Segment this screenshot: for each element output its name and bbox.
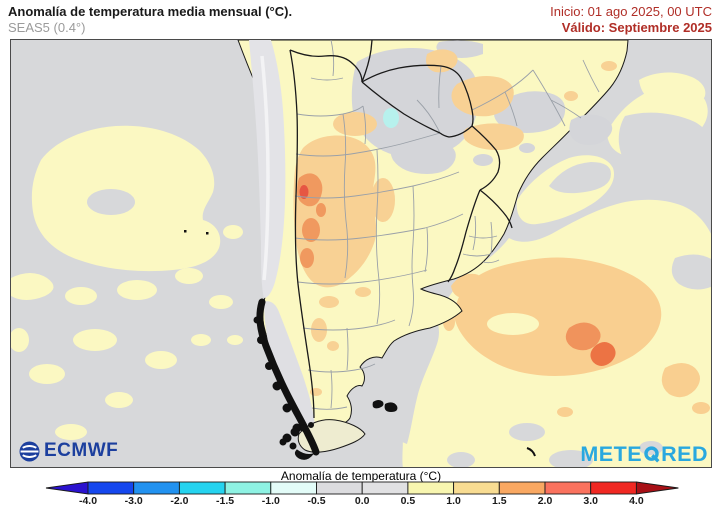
colorbar-tick: 1.5 <box>491 495 507 507</box>
ecmwf-logo: ECMWF <box>19 440 118 462</box>
andes-hot-spot-2 <box>302 218 320 242</box>
andes-hillshade <box>260 55 270 281</box>
ecmwf-logo-text: ECMWF <box>44 440 119 461</box>
meteored-text-suffix: RED <box>661 441 708 466</box>
colorbar-tick: 3.0 <box>583 495 598 507</box>
colorbar-title: Anomalía de temperatura (°C) <box>280 469 442 483</box>
colorbar-tick: -4.0 <box>78 495 98 507</box>
colorbar-tick: 1.0 <box>446 495 461 507</box>
meteored-o-icon <box>643 446 660 463</box>
meteored-logo: METE RED <box>580 441 708 466</box>
colorbar-tick: -3.0 <box>124 495 143 507</box>
ecmwf-icon <box>19 441 40 461</box>
colorbar <box>45 481 679 495</box>
atlantic-orange-hole <box>487 313 539 335</box>
atlantic-orange-anomaly <box>443 257 710 417</box>
colorbar-tick: -0.5 <box>307 495 326 507</box>
meteored-text-prefix: METE <box>580 441 643 466</box>
colorbar-tick: -1.5 <box>216 495 235 507</box>
small-islands <box>184 230 536 457</box>
colorbar-tick: 0.0 <box>354 495 370 507</box>
country-borders <box>289 40 513 449</box>
land-neutral-regions <box>249 40 613 429</box>
page-title: Anomalía de temperatura media mensual (°… <box>8 4 293 19</box>
colorbar-tick: 2.0 <box>537 495 553 507</box>
colorbar-tick: -1.0 <box>261 495 280 507</box>
anomaly-map <box>11 40 711 467</box>
atlantic-neutral-patches <box>352 112 711 467</box>
colorbar-tick: -2.0 <box>170 495 189 507</box>
map-frame: ECMWF METE RED <box>10 39 712 468</box>
patagonia-fjords <box>253 298 320 460</box>
cool-anomaly-spot <box>383 108 399 128</box>
pacific-neutral-hole <box>87 189 135 215</box>
colorbar-tick: 4.0 <box>629 495 644 507</box>
andes-red-spot <box>299 185 309 199</box>
province-borders <box>294 40 600 410</box>
valid-date-label: Válido: Septiembre 2025 <box>561 20 712 35</box>
colorbar-tick: 0.5 <box>400 495 416 507</box>
model-subtitle: SEAS5 (0.4°) <box>8 20 86 35</box>
falkland-islands <box>372 400 398 412</box>
colorbar-tick-labels: -4.0 -3.0 -2.0 -1.5 -1.0 -0.5 0.0 0.5 1.0 1.5 2.0 3… <box>0 495 722 507</box>
atlantic-hot-spot-1 <box>565 322 601 351</box>
atlantic-hot-spot-2 <box>590 342 616 366</box>
init-date-label: Inicio: 01 ago 2025, 00 UTC <box>550 4 712 19</box>
